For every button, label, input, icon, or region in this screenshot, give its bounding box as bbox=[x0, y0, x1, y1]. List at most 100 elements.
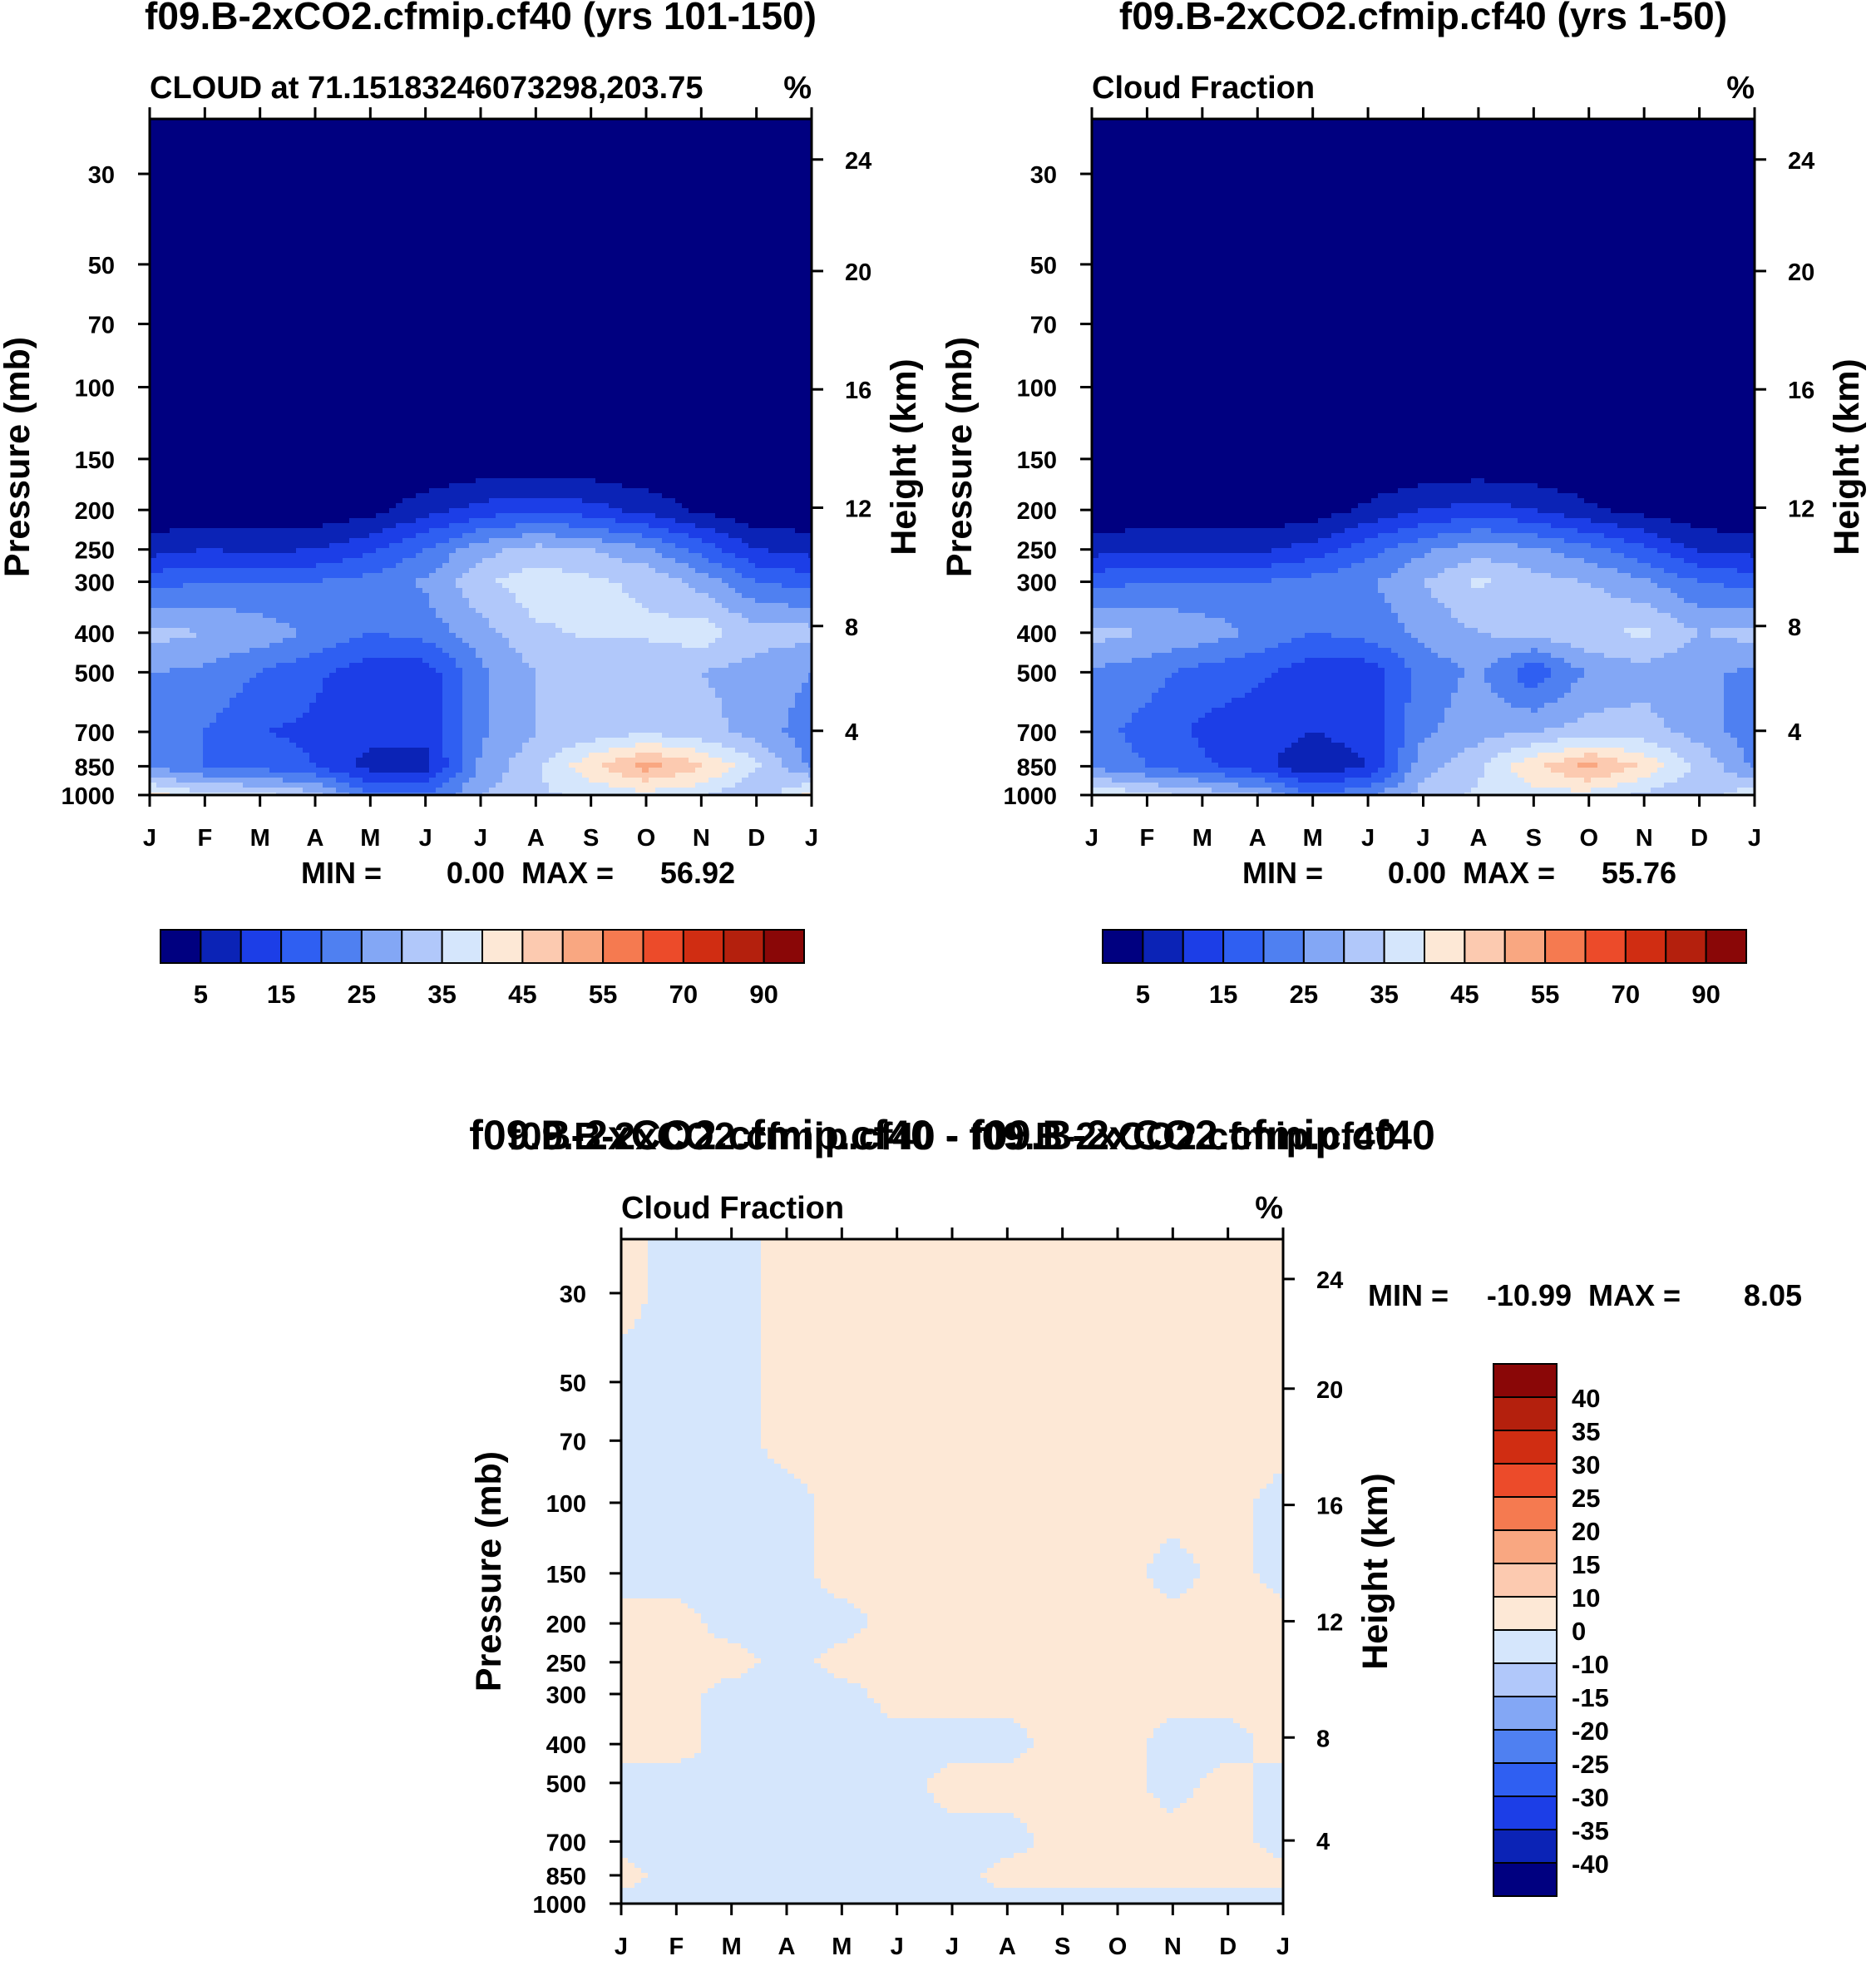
contour-cell bbox=[329, 249, 337, 254]
contour-cell bbox=[176, 219, 184, 225]
contour-cell bbox=[549, 244, 556, 249]
contour-cell bbox=[522, 219, 530, 225]
contour-cell bbox=[269, 204, 277, 210]
contour-cell bbox=[609, 199, 616, 205]
contour-cell bbox=[529, 194, 536, 200]
contour-cell bbox=[748, 149, 756, 155]
contour-cell bbox=[762, 214, 769, 220]
contour-cell bbox=[309, 229, 317, 235]
contour-cell bbox=[462, 234, 470, 240]
contour-cell bbox=[788, 154, 796, 160]
contour-cell bbox=[496, 179, 503, 185]
contour-cell bbox=[389, 299, 397, 304]
contour-cell bbox=[589, 348, 596, 354]
contour-cell bbox=[316, 144, 323, 150]
contour-cell bbox=[502, 204, 510, 210]
contour-cell bbox=[236, 274, 244, 279]
contour-cell bbox=[283, 324, 290, 329]
contour-cell bbox=[210, 358, 217, 364]
contour-cell bbox=[735, 338, 743, 344]
contour-cell bbox=[256, 189, 264, 195]
contour-cell bbox=[655, 119, 663, 125]
contour-cell bbox=[223, 343, 230, 349]
contour-cell bbox=[755, 338, 763, 344]
contour-cell bbox=[589, 149, 596, 155]
contour-cell bbox=[436, 204, 443, 210]
contour-cell bbox=[456, 139, 463, 145]
contour-cell bbox=[635, 259, 643, 264]
contour-cell bbox=[768, 154, 776, 160]
contour-cell bbox=[422, 353, 430, 359]
contour-cell bbox=[569, 224, 576, 230]
contour-cell bbox=[456, 333, 463, 339]
contour-cell bbox=[276, 129, 284, 135]
contour-cell bbox=[748, 229, 756, 235]
contour-cell bbox=[715, 304, 723, 309]
contour-cell bbox=[502, 124, 510, 130]
contour-cell bbox=[309, 309, 317, 314]
contour-cell bbox=[476, 328, 483, 334]
contour-cell bbox=[782, 154, 789, 160]
contour-cell bbox=[742, 363, 749, 369]
contour-cell bbox=[782, 353, 789, 359]
contour-cell bbox=[782, 289, 789, 294]
contour-cell bbox=[795, 234, 802, 240]
contour-cell bbox=[176, 363, 184, 369]
contour-cell bbox=[642, 124, 649, 130]
contour-cell bbox=[363, 154, 370, 160]
contour-cell bbox=[469, 159, 476, 165]
contour-cell bbox=[635, 353, 643, 359]
contour-cell bbox=[569, 343, 576, 349]
contour-cell bbox=[383, 249, 390, 254]
contour-cell bbox=[609, 129, 616, 135]
contour-cell bbox=[402, 209, 410, 215]
contour-cell bbox=[536, 279, 543, 284]
contour-cell bbox=[436, 279, 443, 284]
contour-cell bbox=[442, 319, 450, 324]
contour-cell bbox=[402, 159, 410, 165]
contour-cell bbox=[609, 254, 616, 259]
contour-cell bbox=[449, 259, 457, 264]
contour-cell bbox=[728, 124, 736, 130]
contour-cell bbox=[595, 299, 603, 304]
contour-cell bbox=[575, 353, 583, 359]
contour-cell bbox=[176, 328, 184, 334]
contour-cell bbox=[728, 353, 736, 359]
contour-cell bbox=[622, 244, 629, 249]
contour-cell bbox=[768, 284, 776, 289]
contour-cell bbox=[156, 324, 164, 329]
contour-cell bbox=[542, 139, 550, 145]
contour-cell bbox=[163, 259, 170, 264]
contour-cell bbox=[196, 189, 204, 195]
contour-cell bbox=[256, 304, 264, 309]
contour-cell bbox=[649, 299, 656, 304]
contour-cell bbox=[682, 229, 689, 235]
contour-cell bbox=[276, 179, 284, 185]
contour-cell bbox=[728, 324, 736, 329]
contour-cell bbox=[662, 164, 669, 170]
contour-cell bbox=[296, 328, 304, 334]
contour-cell bbox=[549, 224, 556, 230]
contour-cell bbox=[343, 254, 350, 259]
contour-cell bbox=[635, 254, 643, 259]
contour-cell bbox=[689, 174, 696, 180]
contour-cell bbox=[748, 259, 756, 264]
contour-cell bbox=[269, 154, 277, 160]
contour-cell bbox=[482, 119, 490, 125]
contour-cell bbox=[389, 119, 397, 125]
contour-cell bbox=[230, 204, 237, 210]
contour-cell bbox=[456, 214, 463, 220]
contour-cell bbox=[230, 194, 237, 200]
contour-cell bbox=[682, 174, 689, 180]
contour-cell bbox=[422, 333, 430, 339]
contour-cell bbox=[715, 358, 723, 364]
contour-cell bbox=[170, 358, 177, 364]
contour-cell bbox=[695, 229, 703, 235]
contour-cell bbox=[762, 319, 769, 324]
contour-cell bbox=[303, 299, 310, 304]
contour-cell bbox=[296, 254, 304, 259]
contour-cell bbox=[436, 189, 443, 195]
contour-cell bbox=[795, 129, 802, 135]
contour-cell bbox=[629, 363, 636, 369]
contour-cell bbox=[376, 199, 383, 205]
